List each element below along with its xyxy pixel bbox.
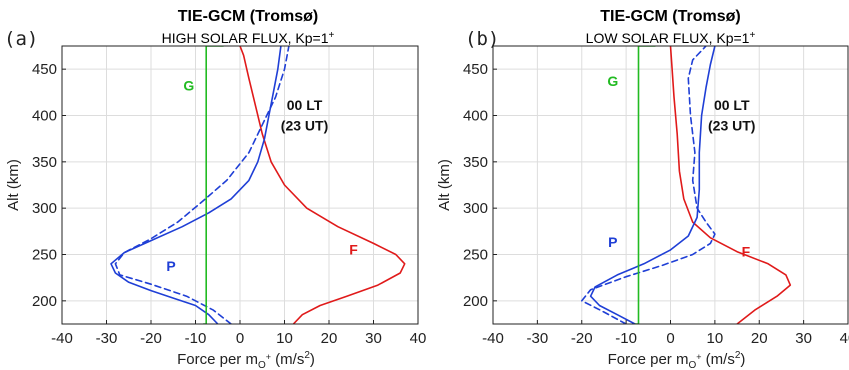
x-tick-label: -40 [482, 330, 504, 347]
series-label-f: F [349, 242, 358, 258]
y-tick-label: 450 [32, 61, 57, 78]
series-g-line [202, 46, 224, 324]
y-tick-label: 450 [463, 61, 488, 78]
x-tick-label: 40 [410, 330, 427, 347]
y-tick-label: 400 [463, 108, 488, 125]
y-tick-label: 350 [463, 154, 488, 171]
x-tick-label: 30 [795, 330, 812, 347]
universal-time-annotation: (23 UT) [708, 117, 755, 133]
y-axis-label: Alt (km) [436, 159, 453, 211]
chart-title: TIE-GCM (Tromsø) [600, 8, 740, 25]
series-label-p: P [608, 234, 617, 250]
local-time-annotation: 00 LT [287, 97, 323, 113]
y-tick-label: 350 [32, 154, 57, 171]
y-tick-label: 200 [32, 293, 57, 310]
x-tick-label: -40 [51, 330, 73, 347]
y-tick-label: 400 [32, 108, 57, 125]
chart-subtitle: LOW SOLAR FLUX, Kp=1+ [586, 30, 756, 46]
y-tick-label: 250 [32, 247, 57, 264]
x-tick-label: -10 [185, 330, 207, 347]
local-time-annotation: 00 LT [714, 97, 750, 113]
y-tick-label: 300 [32, 200, 57, 217]
panel-a: -40 -30 -20 -10 0 10 20 30 40 200 250 300 350 400 450 A… [4, 8, 426, 370]
series-label-p: P [166, 258, 175, 274]
chart-title: TIE-GCM (Tromsø) [178, 8, 318, 25]
series-p-line [110, 46, 282, 324]
series-label-f: F [742, 243, 751, 259]
series-p-dashed-line [114, 46, 290, 324]
y-tick-label: 250 [463, 247, 488, 264]
x-tick-label: 20 [321, 330, 338, 347]
chart-subtitle: HIGH SOLAR FLUX, Kp=1+ [162, 30, 335, 46]
series-p-line [589, 46, 716, 324]
x-tick-label: 10 [276, 330, 293, 347]
series-g-line [634, 46, 656, 324]
x-tick-label: -30 [527, 330, 549, 347]
x-tick-label: 0 [236, 330, 244, 347]
y-tick-label: 200 [463, 293, 488, 310]
series-label-g: G [183, 77, 194, 93]
series-label-g: G [607, 73, 618, 89]
series-p-dashed-line [580, 46, 716, 324]
y-axis-label: Alt (km) [5, 159, 22, 211]
x-tick-label: 40 [840, 330, 849, 347]
panel-tag: (b) [465, 28, 499, 50]
x-tick-label: -20 [140, 330, 162, 347]
universal-time-annotation: (23 UT) [281, 117, 328, 133]
x-axis-label: Force per mO+ (m/s2) [608, 350, 746, 370]
x-tick-label: 30 [365, 330, 382, 347]
series-f-line [669, 46, 792, 324]
panel-tag: (a) [4, 28, 38, 50]
x-axis-label: Force per mO+ (m/s2) [177, 350, 315, 370]
series-f-line [239, 46, 406, 324]
y-tick-label: 300 [463, 200, 488, 217]
x-tick-label: -10 [615, 330, 637, 347]
x-tick-label: -20 [571, 330, 593, 347]
x-tick-label: 10 [707, 330, 724, 347]
x-tick-label: 0 [666, 330, 674, 347]
panel-b: -40 -30 -20 -10 0 10 20 30 40 200 250 300 350 400 450 A… [436, 8, 849, 370]
x-tick-label: 20 [751, 330, 768, 347]
x-tick-label: -30 [96, 330, 118, 347]
